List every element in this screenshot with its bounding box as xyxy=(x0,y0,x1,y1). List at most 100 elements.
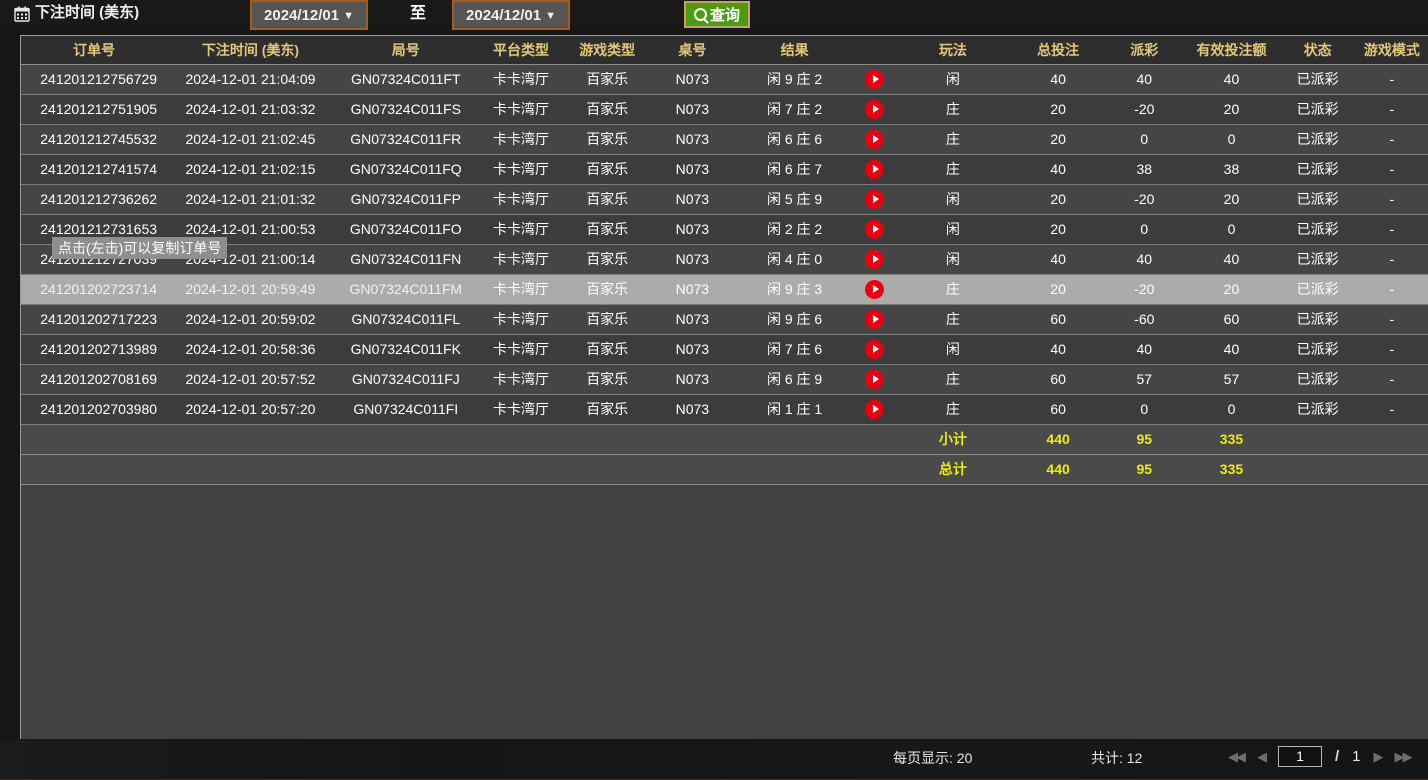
play-icon[interactable] xyxy=(865,129,885,149)
cell-bettype: 庄 xyxy=(894,394,1012,425)
table-row[interactable]: 241201212736262 2024-12-01 21:01:32 GN0732… xyxy=(21,184,1428,215)
play-icon[interactable] xyxy=(865,69,885,89)
col-header-bettype[interactable]: 玩法 xyxy=(894,36,1012,65)
col-header-validbet[interactable]: 有效投注额 xyxy=(1183,36,1280,65)
cell-result: 闲 6 庄 9 xyxy=(734,364,855,395)
play-icon[interactable] xyxy=(865,219,885,239)
table-row[interactable]: 241201212745532 2024-12-01 21:02:45 GN0732… xyxy=(21,124,1428,155)
cell-bettype: 闲 xyxy=(894,244,1012,275)
prev-page-icon[interactable]: ◀ xyxy=(1257,748,1267,764)
table-row[interactable]: 241201202708169 2024-12-01 20:57:52 GN0732… xyxy=(21,364,1428,395)
col-header-totalbet[interactable]: 总投注 xyxy=(1011,36,1106,65)
table-row[interactable]: 241201202717223 2024-12-01 20:59:02 GN0732… xyxy=(21,304,1428,335)
cell-replay[interactable] xyxy=(854,94,895,125)
first-page-icon[interactable]: ◀◀ xyxy=(1228,748,1246,764)
col-header-result[interactable]: 结果 xyxy=(734,36,855,65)
cell-orderno[interactable]: 241201212745532 xyxy=(21,124,168,155)
cell-tableno: N073 xyxy=(650,334,735,365)
cell-roundno: GN07324C011FO xyxy=(333,214,478,245)
cell-bettype: 庄 xyxy=(894,364,1012,395)
play-icon[interactable] xyxy=(865,189,885,209)
next-page-icon[interactable]: ▶ xyxy=(1373,748,1384,764)
cell-orderno[interactable]: 241201202717223 xyxy=(21,304,168,335)
cell-orderno[interactable]: 241201212741574 xyxy=(21,154,168,185)
cell-result: 闲 7 庄 6 xyxy=(734,334,855,365)
table-row[interactable]: 241201202703980 2024-12-01 20:57:20 GN0732… xyxy=(21,394,1428,425)
cell-replay[interactable] xyxy=(854,124,895,155)
col-header-platform[interactable]: 平台类型 xyxy=(477,36,565,65)
table-row[interactable]: 241201212731653 2024-12-01 21:00:53 GN0732… xyxy=(21,214,1428,245)
cell-replay[interactable] xyxy=(854,64,895,95)
cell-orderno[interactable]: 241201202723714 xyxy=(21,274,168,305)
play-icon[interactable] xyxy=(865,249,885,269)
cell-gametype: 百家乐 xyxy=(564,64,651,95)
cell-replay[interactable] xyxy=(854,184,895,215)
cell-result: 闲 4 庄 0 xyxy=(734,244,855,275)
query-button[interactable]: 查询 xyxy=(684,1,751,28)
col-header-payout[interactable]: 派彩 xyxy=(1105,36,1184,65)
table-row[interactable]: 241201212756729 2024-12-01 21:04:09 GN0732… xyxy=(21,64,1428,95)
col-header-gamemode[interactable]: 游戏模式 xyxy=(1355,36,1428,65)
play-icon[interactable] xyxy=(865,369,885,389)
col-header-roundno[interactable]: 局号 xyxy=(333,36,478,65)
table-row[interactable]: 241201212751905 2024-12-01 21:03:32 GN0732… xyxy=(21,94,1428,125)
cell-validbet: 0 xyxy=(1183,394,1280,425)
cell-bettime: 2024-12-01 20:57:20 xyxy=(167,394,334,425)
cell-totalbet: 60 xyxy=(1011,304,1106,335)
cell-tableno: N073 xyxy=(650,274,735,305)
date-from-picker[interactable]: 2024/12/01 ▼ xyxy=(250,0,368,30)
cell-gamemode: - xyxy=(1355,394,1428,425)
bet-records-panel: 订单号 下注时间 (美东) 局号 平台类型 游戏类型 桌号 结果 玩法 总投注 … xyxy=(20,35,1428,739)
cell-totalbet: 60 xyxy=(1011,364,1106,395)
play-icon[interactable] xyxy=(865,159,885,179)
cell-roundno: GN07324C011FI xyxy=(333,394,478,425)
cell-replay[interactable] xyxy=(854,394,895,425)
cell-replay[interactable] xyxy=(854,364,895,395)
cell-totalbet: 20 xyxy=(1011,124,1106,155)
summary-blank xyxy=(854,454,895,485)
cell-orderno[interactable]: 241201202708169 xyxy=(21,364,168,395)
table-row[interactable]: 241201202713989 2024-12-01 20:58:36 GN0732… xyxy=(21,334,1428,365)
cell-status: 已派彩 xyxy=(1279,154,1356,185)
play-icon[interactable] xyxy=(865,99,885,119)
table-header-row: 订单号 下注时间 (美东) 局号 平台类型 游戏类型 桌号 结果 玩法 总投注 … xyxy=(21,36,1428,65)
cell-orderno[interactable]: 241201212751905 xyxy=(21,94,168,125)
cell-bettype: 庄 xyxy=(894,94,1012,125)
copy-orderno-tooltip: 点击(左击)可以复制订单号 xyxy=(52,237,228,259)
cell-payout: 0 xyxy=(1105,124,1184,155)
col-header-gametype[interactable]: 游戏类型 xyxy=(564,36,651,65)
page-number-input[interactable]: 1 xyxy=(1278,746,1322,767)
col-header-bettime[interactable]: 下注时间 (美东) xyxy=(167,36,334,65)
play-icon[interactable] xyxy=(865,339,885,359)
rows-per-page-label: 每页显示: 20 xyxy=(893,750,973,766)
last-page-icon[interactable]: ▶▶ xyxy=(1394,748,1413,764)
cell-replay[interactable] xyxy=(854,304,895,335)
table-row[interactable]: 241201212727039 2024-12-01 21:00:14 GN0732… xyxy=(21,244,1428,275)
cell-orderno[interactable]: 241201202703980 xyxy=(21,394,168,425)
play-icon[interactable] xyxy=(865,279,885,299)
table-row[interactable]: 241201202723714 2024-12-01 20:59:49 GN0732… xyxy=(21,274,1428,305)
chevron-down-icon: ▼ xyxy=(343,10,354,22)
cell-replay[interactable] xyxy=(854,274,895,305)
play-icon[interactable] xyxy=(865,399,885,419)
col-header-status[interactable]: 状态 xyxy=(1279,36,1356,65)
page-separator: / xyxy=(1335,748,1340,765)
col-header-orderno[interactable]: 订单号 xyxy=(21,36,168,65)
col-header-tableno[interactable]: 桌号 xyxy=(650,36,735,65)
cell-orderno[interactable]: 241201202713989 xyxy=(21,334,168,365)
summary-blank xyxy=(167,424,334,455)
play-icon[interactable] xyxy=(865,309,885,329)
cell-replay[interactable] xyxy=(854,334,895,365)
summary-payout: 95 xyxy=(1105,424,1184,455)
cell-orderno[interactable]: 241201212736262 xyxy=(21,184,168,215)
summary-blank xyxy=(734,424,855,455)
cell-status: 已派彩 xyxy=(1279,124,1356,155)
table-row[interactable]: 241201212741574 2024-12-01 21:02:15 GN0732… xyxy=(21,154,1428,185)
pager: ◀◀ ◀ 1 / 1 ▶ ▶▶ xyxy=(1228,746,1413,767)
date-to-picker[interactable]: 2024/12/01 ▼ xyxy=(452,0,570,30)
cell-orderno[interactable]: 241201212756729 xyxy=(21,64,168,95)
cell-replay[interactable] xyxy=(854,214,895,245)
cell-replay[interactable] xyxy=(854,244,895,275)
cell-replay[interactable] xyxy=(854,154,895,185)
